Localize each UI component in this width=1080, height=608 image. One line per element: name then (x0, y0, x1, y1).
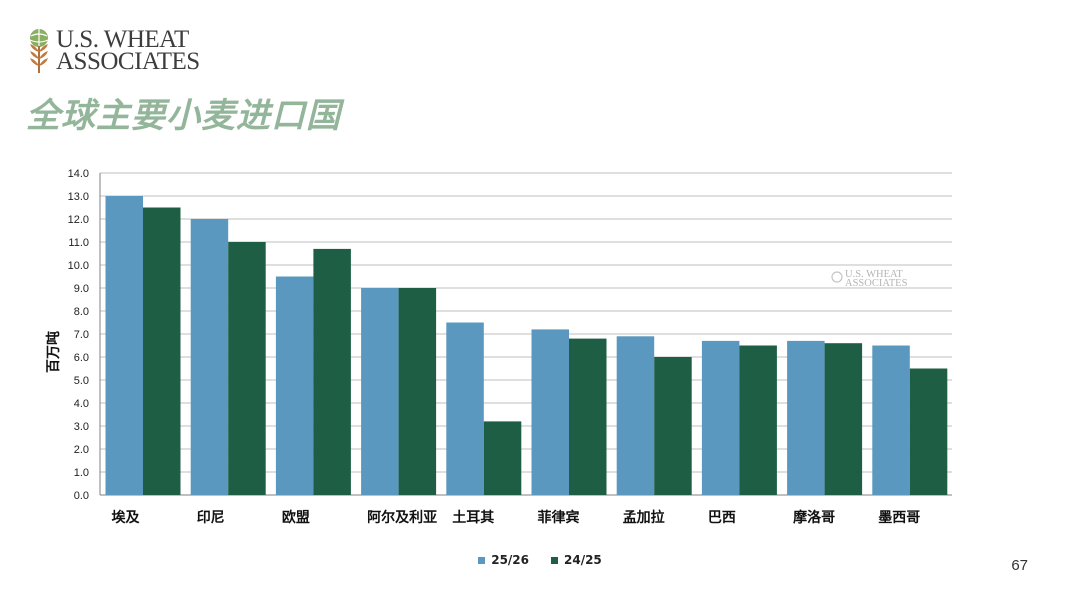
y-tick-label: 12.0 (68, 214, 89, 226)
bar-24-25 (483, 421, 522, 495)
x-category-label: 印尼 (197, 509, 225, 526)
logo-line-2: ASSOCIATES (56, 48, 200, 75)
x-category-label: 埃及 (112, 509, 141, 526)
bar-25-26 (275, 276, 314, 495)
bar-25-26 (787, 340, 825, 495)
x-category-label: 菲律宾 (538, 509, 580, 526)
y-tick-label: 9.0 (74, 283, 89, 295)
legend-label-24-25: 24/25 (564, 553, 602, 567)
bar-25-26 (190, 219, 229, 495)
wheat-globe-icon (29, 29, 49, 73)
bar-24-25 (569, 338, 607, 495)
y-tick-label: 4.0 (74, 398, 89, 410)
bar-24-25 (909, 368, 948, 495)
legend-swatch-24-25 (551, 556, 558, 564)
x-category-label: 墨西哥 (878, 510, 920, 526)
y-tick-label: 0.0 (74, 490, 89, 502)
bar-25-26 (701, 340, 740, 495)
bar-24-25 (313, 248, 351, 495)
bar-24-25 (824, 343, 863, 495)
bar-25-26 (361, 288, 399, 495)
brand-logo: U.S. WHEAT ASSOCIATES (26, 26, 200, 75)
legend-swatch-25-26 (478, 556, 486, 564)
watermark-globe-icon (831, 271, 843, 283)
x-category-label: 摩洛哥 (793, 509, 835, 526)
x-category-label: 巴西 (708, 510, 736, 526)
watermark-line-2: ASSOCIATES (845, 278, 908, 289)
y-tick-label: 11.0 (68, 237, 89, 249)
legend-item-25-26: 25/26 (478, 553, 529, 567)
bar-24-25 (654, 357, 692, 495)
legend-item-24-25: 24/25 (551, 553, 602, 567)
logo-line-1: U.S. WHEAT (56, 26, 189, 53)
bar-24-25 (228, 242, 266, 495)
y-tick-label: 13.0 (68, 191, 89, 203)
bar-24-25 (398, 288, 437, 495)
x-category-label: 欧盟 (282, 509, 310, 526)
y-tick-label: 7.0 (74, 329, 89, 341)
legend-label-25-26: 25/26 (491, 553, 529, 567)
bar-25-26 (872, 345, 910, 495)
y-tick-label: 5.0 (74, 375, 89, 387)
watermark-line-1: U.S. WHEAT (845, 269, 903, 280)
y-tick-label: 3.0 (74, 421, 89, 433)
slide-title: 全球主要小麦进口国 (26, 96, 341, 136)
x-category-label: 土耳其 (452, 509, 494, 526)
bar-25-26 (105, 196, 143, 495)
y-tick-label: 6.0 (74, 352, 89, 364)
bar-24-25 (739, 345, 777, 495)
y-tick-label: 14.0 (68, 168, 89, 180)
y-tick-label: 1.0 (74, 467, 89, 479)
x-category-label: 阿尔及利亚 (367, 509, 437, 526)
y-tick-label: 2.0 (74, 444, 89, 456)
bar-24-25 (143, 207, 181, 495)
x-category-label: 孟加拉 (623, 509, 665, 526)
bar-25-26 (531, 329, 569, 495)
y-tick-label: 10.0 (68, 260, 89, 272)
bar-25-26 (446, 322, 484, 495)
page-number: 67 (1011, 557, 1028, 574)
y-tick-label: 8.0 (74, 306, 89, 318)
chart-legend: 25/26 24/25 (0, 553, 1080, 567)
y-axis-label: 百万吨 (45, 331, 62, 373)
bar-25-26 (616, 336, 655, 495)
